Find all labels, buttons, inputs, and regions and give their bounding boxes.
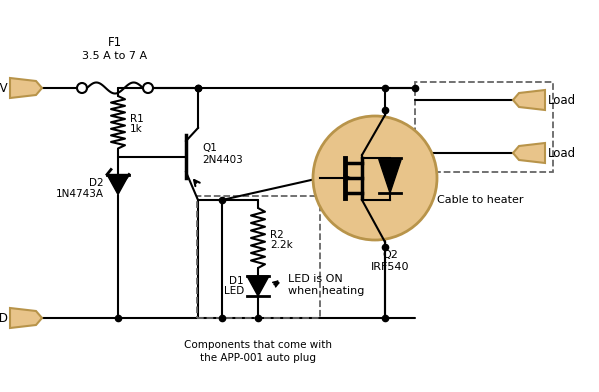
Text: D2: D2	[89, 178, 104, 187]
Text: 2.2k: 2.2k	[270, 240, 293, 250]
Text: Components that come with: Components that come with	[184, 340, 332, 350]
Polygon shape	[379, 160, 401, 193]
Circle shape	[77, 83, 87, 93]
Polygon shape	[107, 174, 129, 194]
Text: the APP-001 auto plug: the APP-001 auto plug	[200, 353, 316, 363]
Text: R1: R1	[130, 114, 144, 124]
Ellipse shape	[313, 116, 437, 240]
Polygon shape	[10, 308, 42, 328]
Text: 1N4743A: 1N4743A	[56, 189, 104, 198]
Text: F1: F1	[108, 36, 122, 49]
Polygon shape	[247, 276, 269, 296]
Text: 2N4403: 2N4403	[202, 155, 243, 165]
Text: Load: Load	[548, 94, 576, 107]
Text: Q2: Q2	[382, 250, 398, 260]
Text: +12 V: +12 V	[0, 82, 8, 94]
Text: R2: R2	[270, 230, 284, 240]
Text: when heating: when heating	[288, 286, 364, 296]
Polygon shape	[513, 90, 545, 110]
Polygon shape	[10, 78, 42, 98]
Polygon shape	[513, 143, 545, 163]
Text: IRF540: IRF540	[371, 262, 409, 272]
Text: Load: Load	[548, 147, 576, 160]
Text: 3.5 A to 7 A: 3.5 A to 7 A	[83, 51, 147, 61]
Text: Q1: Q1	[202, 143, 217, 153]
Text: GND: GND	[0, 312, 8, 325]
Text: Cable to heater: Cable to heater	[437, 195, 524, 205]
Bar	[197, 196, 320, 318]
Text: LED: LED	[224, 286, 244, 296]
Bar	[415, 82, 553, 172]
Text: LED is ON: LED is ON	[288, 274, 343, 284]
Circle shape	[143, 83, 153, 93]
Text: 1k: 1k	[130, 124, 143, 134]
Text: D1: D1	[229, 276, 244, 286]
